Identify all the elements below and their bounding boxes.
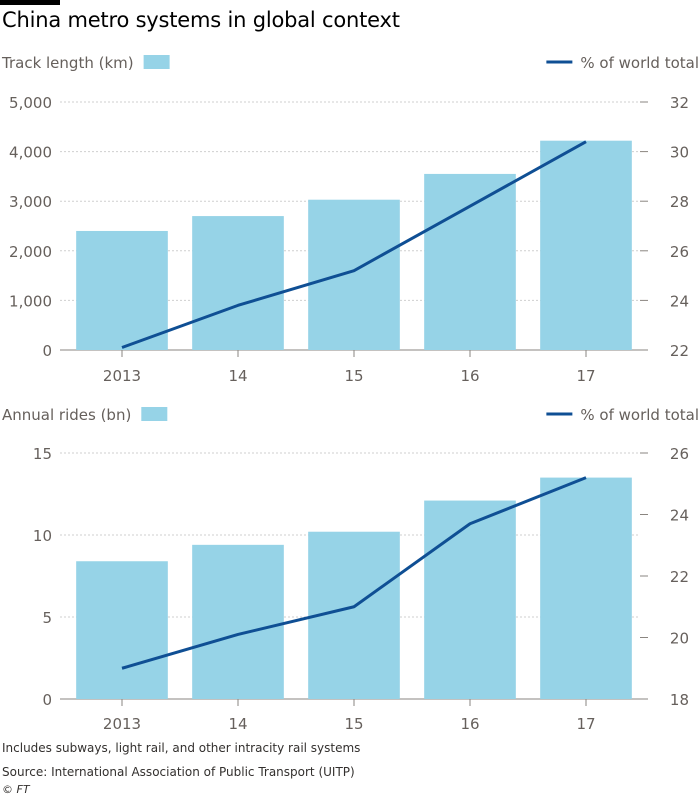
source-note: Source: International Association of Pub… (2, 765, 355, 779)
legend-right-label: % of world total (580, 406, 699, 424)
bar (192, 216, 284, 350)
bar (308, 199, 400, 350)
y-tick-label: 0 (42, 691, 52, 709)
y-tick-label: 1,000 (9, 292, 52, 310)
y2-tick-label: 22 (670, 342, 689, 360)
annual-rides-chart: 0 5 10 15 18 20 22 24 26 2013 14 15 16 17 Annual rides… (2, 406, 699, 733)
x-tick-label: 16 (460, 715, 479, 733)
y2-tick-label: 26 (670, 243, 689, 261)
bar (76, 230, 168, 350)
x-tick-label: 17 (576, 715, 595, 733)
x-tick-label: 2013 (103, 715, 141, 733)
y-tick-label: 3,000 (9, 193, 52, 211)
y-tick-label: 4,000 (9, 144, 52, 162)
y2-tick-label: 26 (670, 445, 689, 463)
bar (424, 173, 516, 350)
y2-tick-label: 32 (670, 94, 689, 112)
y2-tick-label: 28 (670, 193, 689, 211)
y2-tick-label: 30 (670, 144, 689, 162)
y2-tick-label: 22 (670, 568, 689, 586)
chart-title: China metro systems in global context (2, 8, 400, 32)
bar (424, 500, 516, 699)
x-tick-label: 15 (344, 367, 363, 385)
y-tick-label: 0 (42, 342, 52, 360)
footnote: Includes subways, light rail, and other … (2, 741, 361, 755)
x-tick-label: 14 (228, 715, 247, 733)
y2-tick-label: 24 (670, 292, 689, 310)
x-tick-label: 15 (344, 715, 363, 733)
brand-bar (0, 0, 60, 5)
y2-tick-label: 24 (670, 507, 689, 525)
y-tick-label: 2,000 (9, 243, 52, 261)
x-tick-label: 16 (460, 367, 479, 385)
x-tick-label: 14 (228, 367, 247, 385)
bar (540, 140, 632, 350)
legend-left-label: Annual rides (bn) (2, 406, 131, 424)
x-tick-label: 2013 (103, 367, 141, 385)
y2-tick-label: 20 (670, 630, 689, 648)
y-tick-label: 10 (33, 527, 52, 545)
y-tick-label: 5,000 (9, 94, 52, 112)
bar (76, 561, 168, 699)
bar (540, 477, 632, 699)
bar (192, 544, 284, 699)
share-line (121, 140, 587, 349)
y2-tick-label: 18 (670, 691, 689, 709)
y-tick-label: 5 (42, 609, 52, 627)
legend-bar-swatch (141, 407, 168, 421)
y-tick-label: 15 (33, 445, 52, 463)
track-length-chart: 0 1,000 2,000 3,000 4,000 5,000 22 24 26 28 30 32 20… (1, 54, 699, 385)
ft-credit: © FT (2, 783, 30, 796)
legend-left-label: Track length (km) (1, 54, 134, 72)
share-line (121, 476, 587, 670)
legend-right-label: % of world total (580, 54, 699, 72)
x-tick-label: 17 (576, 367, 595, 385)
legend-bar-swatch (143, 55, 170, 69)
